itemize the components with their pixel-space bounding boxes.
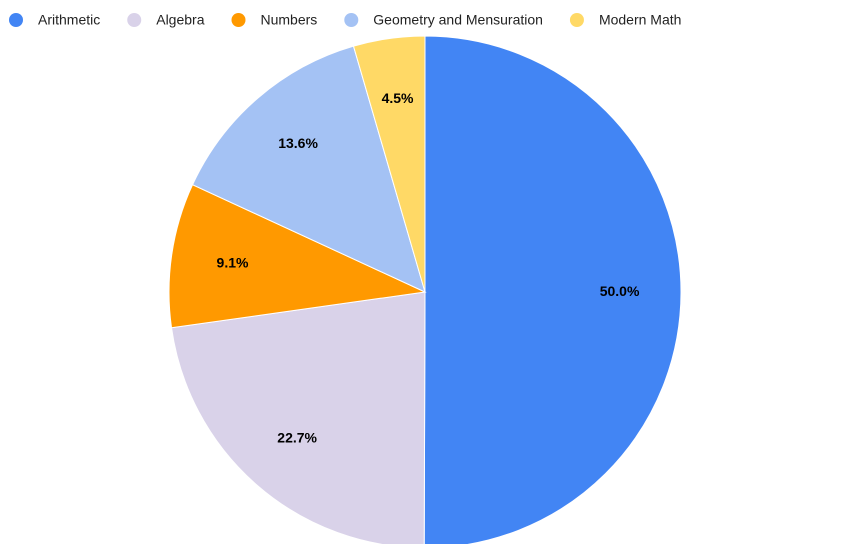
pie-slice [423, 35, 682, 544]
pie-slice [168, 184, 427, 329]
slice-label: 50.0% [600, 283, 640, 299]
slice-label: 22.7% [277, 429, 317, 445]
slice-label: 9.1% [217, 254, 249, 270]
pie-slice [170, 291, 426, 544]
slice-label: 13.6% [278, 135, 318, 151]
legend-label: Algebra [156, 12, 204, 28]
legend-marker [9, 13, 23, 27]
pie-slice [191, 45, 426, 293]
legend-label: Modern Math [599, 12, 681, 28]
pie-slice [352, 35, 426, 293]
legend-marker [344, 13, 359, 27]
legend-marker [127, 13, 142, 27]
slice-label: 4.5% [382, 90, 414, 106]
legend-label: Geometry and Mensuration [373, 12, 543, 28]
legend-label: Arithmetic [38, 12, 100, 28]
legend-marker [231, 13, 246, 27]
legend-marker [569, 13, 584, 27]
legend-label: Numbers [261, 12, 318, 28]
